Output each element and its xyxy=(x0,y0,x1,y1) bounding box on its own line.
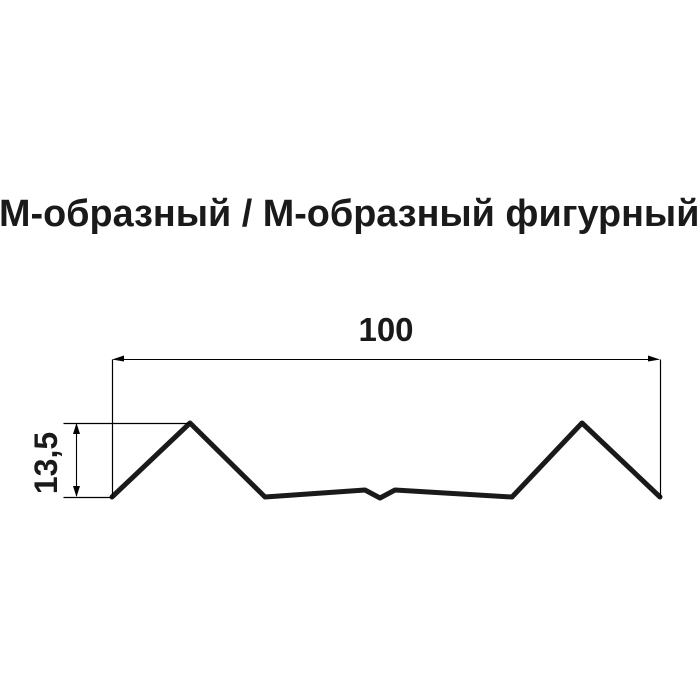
svg-text:13,5: 13,5 xyxy=(28,432,64,494)
svg-text:100: 100 xyxy=(358,311,413,348)
